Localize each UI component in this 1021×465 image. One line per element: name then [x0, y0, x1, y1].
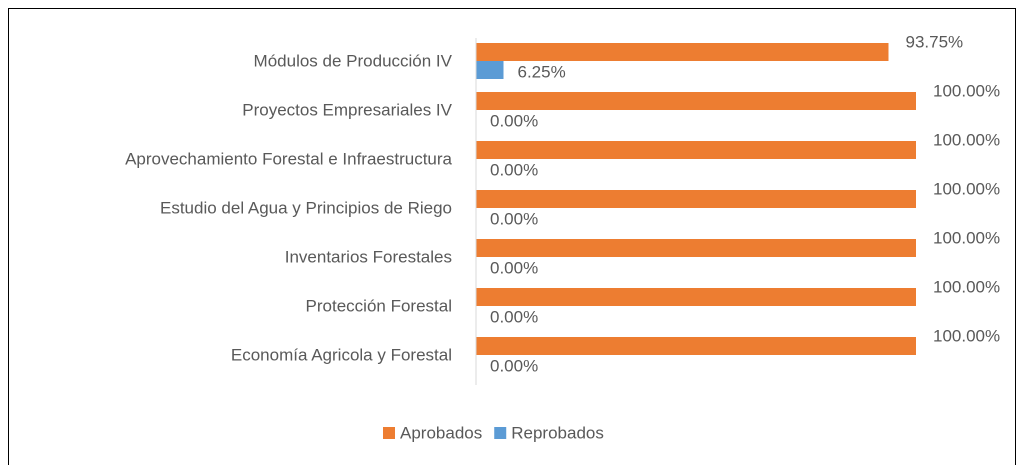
legend-swatch	[494, 427, 507, 439]
data-label: 100.00%	[933, 277, 1000, 296]
y-tick-label: Proyectos Empresariales IV	[242, 100, 452, 119]
data-label: 100.00%	[933, 228, 1000, 247]
y-tick-label: Módulos de Producción IV	[254, 51, 453, 70]
legend-swatch	[383, 427, 395, 439]
bar	[476, 141, 916, 159]
data-label: 100.00%	[933, 326, 1000, 345]
y-tick-label: Inventarios Forestales	[285, 247, 452, 266]
bar	[476, 92, 916, 110]
data-label: 0.00%	[490, 307, 538, 326]
y-tick-label: Aprovechamiento Forestal e Infraestructu…	[125, 149, 452, 168]
bar	[476, 61, 504, 79]
data-label: 93.75%	[906, 32, 964, 51]
data-label: 100.00%	[933, 179, 1000, 198]
data-label: 6.25%	[518, 62, 566, 81]
data-label: 0.00%	[490, 160, 538, 179]
legend-label: Reprobados	[511, 423, 604, 442]
data-label: 0.00%	[490, 111, 538, 130]
chart-frame	[8, 8, 1016, 465]
data-label: 100.00%	[933, 81, 1000, 100]
bar	[476, 190, 916, 208]
data-label: 0.00%	[490, 209, 538, 228]
y-tick-label: Economía Agricola y Forestal	[231, 345, 452, 364]
bar	[476, 43, 889, 61]
data-label: 0.00%	[490, 356, 538, 375]
legend-label: Aprobados	[400, 423, 482, 442]
bar	[476, 288, 916, 306]
bar	[476, 239, 916, 257]
y-tick-label: Estudio del Agua y Principios de Riego	[160, 198, 452, 217]
bar	[476, 337, 916, 355]
data-label: 100.00%	[933, 130, 1000, 149]
data-label: 0.00%	[490, 258, 538, 277]
y-tick-label: Protección Forestal	[306, 296, 452, 315]
